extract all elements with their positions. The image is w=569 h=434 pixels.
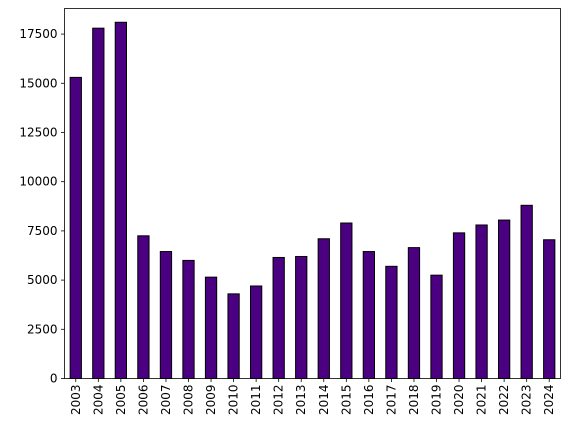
x-tick-label: 2003 (69, 385, 83, 416)
x-tick-label: 2015 (339, 385, 353, 416)
bar-2006 (138, 236, 149, 379)
bar-2015 (341, 223, 352, 378)
y-tick-label: 0 (50, 372, 58, 386)
x-tick-label: 2007 (159, 385, 173, 416)
x-tick-label: 2004 (91, 385, 105, 416)
bar-2024 (544, 240, 555, 379)
x-tick-label: 2023 (520, 385, 534, 416)
x-tick-label: 2017 (384, 385, 398, 416)
bar-2008 (183, 260, 194, 378)
bar-2014 (318, 239, 329, 379)
y-tick-label: 12500 (19, 125, 57, 139)
x-tick-label: 2019 (430, 385, 444, 416)
bar-2004 (93, 28, 104, 378)
bar-2010 (228, 294, 239, 379)
x-axis: 2003 2004 2005 2006 2007 2008 2009 2010 2011 2012… (69, 379, 556, 416)
bar-2003 (70, 77, 81, 378)
x-tick-label: 2020 (452, 385, 466, 416)
y-tick-label: 15000 (19, 76, 57, 90)
x-tick-label: 2024 (542, 385, 556, 416)
x-tick-label: 2011 (249, 385, 263, 416)
bar-2021 (476, 225, 487, 379)
y-axis: 0 2500 5000 7500 10000 12500 15000 17500 (19, 27, 64, 385)
bar-2020 (453, 233, 464, 379)
x-tick-label: 2006 (136, 385, 150, 416)
y-tick-label: 10000 (19, 175, 57, 189)
bar-2011 (251, 286, 262, 379)
x-tick-label: 2013 (294, 385, 308, 416)
y-tick-label: 17500 (19, 27, 57, 41)
bar-2019 (431, 275, 442, 378)
x-tick-label: 2014 (317, 385, 331, 416)
x-tick-label: 2010 (227, 385, 241, 416)
x-tick-label: 2016 (362, 385, 376, 416)
bar-2005 (115, 22, 126, 378)
x-tick-label: 2008 (182, 385, 196, 416)
x-tick-label: 2018 (407, 385, 421, 416)
bar-2007 (160, 252, 171, 379)
bar-2016 (363, 252, 374, 379)
x-tick-label: 2021 (475, 385, 489, 416)
bar-2013 (296, 256, 307, 378)
x-tick-label: 2022 (497, 385, 511, 416)
bar-2018 (408, 248, 419, 379)
bar-2012 (273, 257, 284, 378)
x-tick-label: 2012 (272, 385, 286, 416)
bar-2023 (521, 205, 532, 378)
x-tick-label: 2005 (114, 385, 128, 416)
y-tick-label: 7500 (27, 224, 58, 238)
bar-2022 (499, 220, 510, 378)
bar-2017 (386, 266, 397, 378)
bar-2009 (205, 277, 216, 378)
y-tick-label: 5000 (27, 273, 58, 287)
bars-group (70, 22, 555, 378)
x-tick-label: 2009 (204, 385, 218, 416)
y-tick-label: 2500 (27, 322, 58, 336)
